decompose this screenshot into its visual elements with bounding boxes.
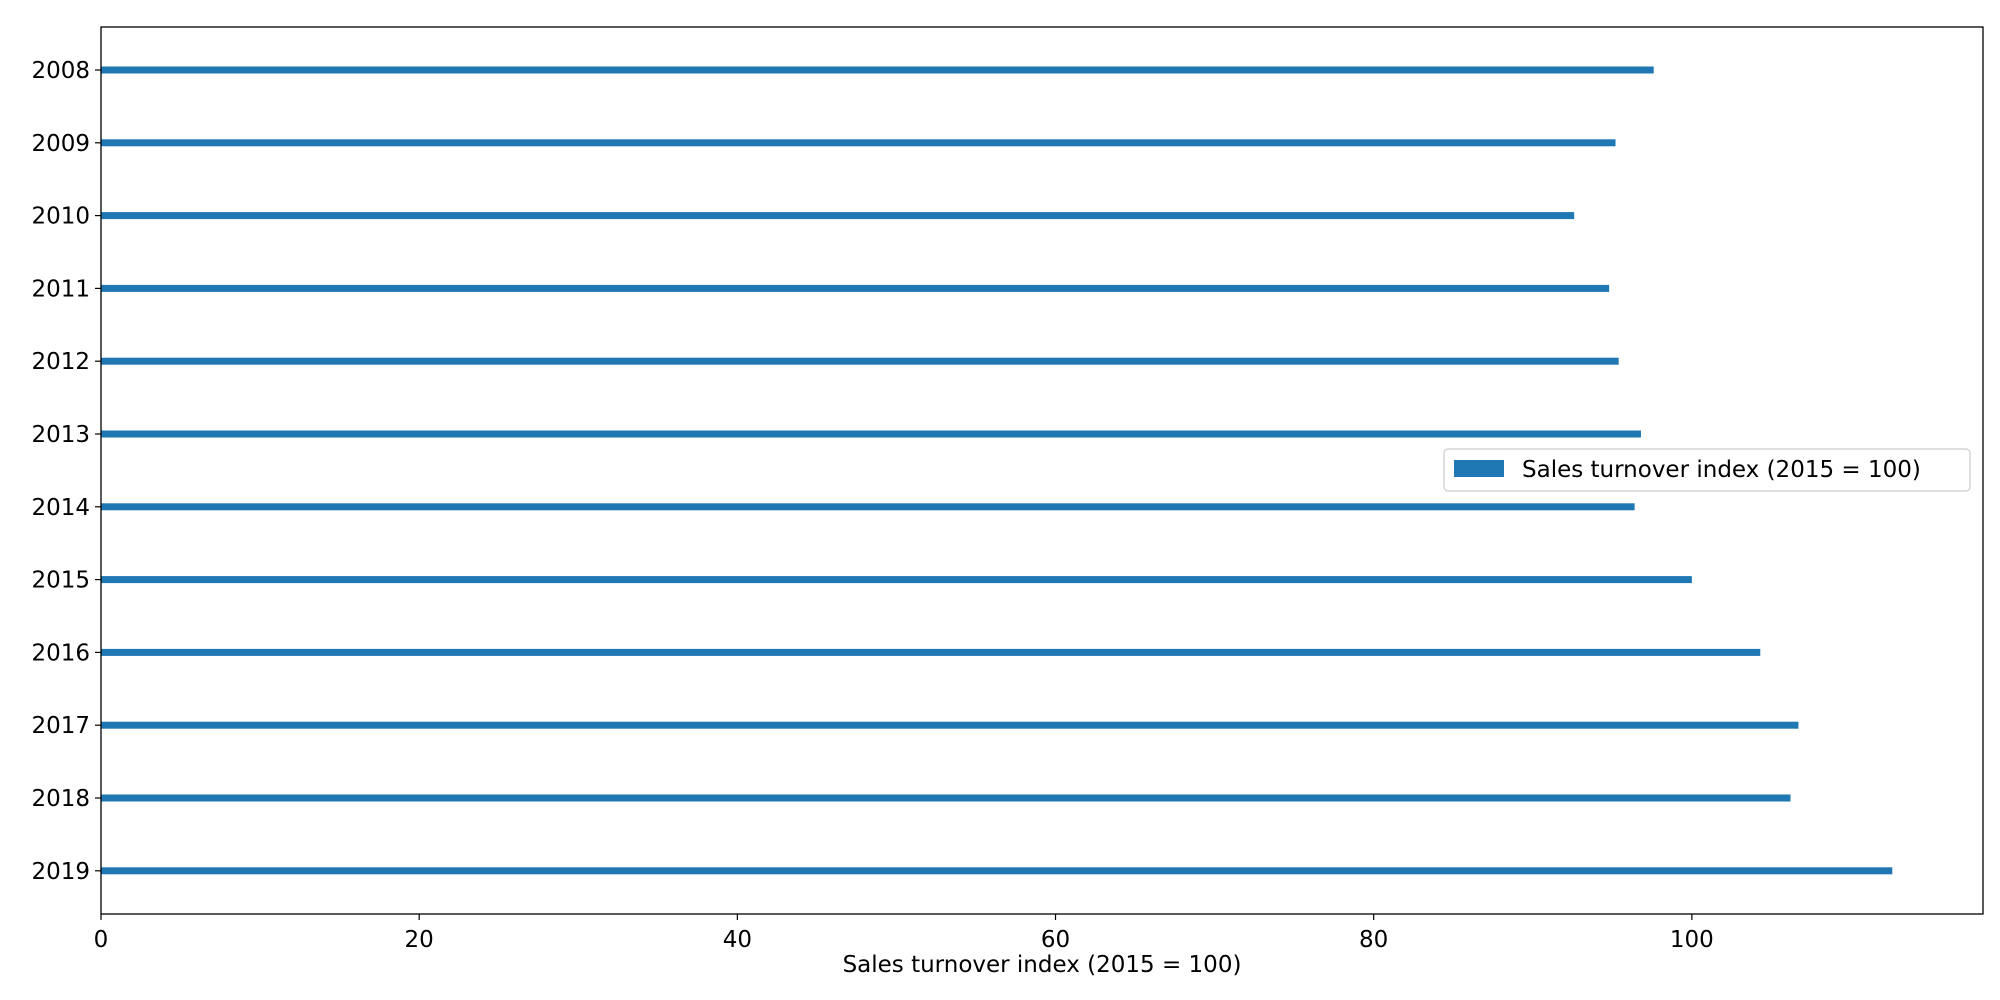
x-tick-label: 0 — [94, 927, 109, 953]
bar-2015 — [101, 576, 1692, 584]
bar-2010 — [101, 212, 1575, 220]
x-axis: 0 20 40 60 80 100 — [94, 914, 1714, 953]
y-axis: 2008 2009 2010 2011 2012 2013 2014 2015 2016 2017… — [31, 58, 101, 885]
y-tick-label: 2013 — [31, 422, 90, 448]
bar-2018 — [101, 794, 1791, 802]
y-tick-label: 2019 — [31, 859, 90, 885]
bar-2009 — [101, 139, 1616, 147]
legend-box — [1443, 448, 1971, 492]
x-tick-label: 80 — [1359, 927, 1388, 953]
y-tick-label: 2012 — [31, 349, 90, 375]
y-tick-label: 2018 — [31, 786, 90, 812]
y-tick-label: 2008 — [31, 58, 90, 84]
x-tick-label: 60 — [1041, 927, 1070, 953]
legend: Sales turnover index (2015 = 100) — [1443, 448, 1971, 492]
legend-label: Sales turnover index (2015 = 100) — [1522, 457, 1921, 483]
bar-2016 — [101, 648, 1761, 656]
x-tick-label: 40 — [723, 927, 752, 953]
bar-2011 — [101, 284, 1610, 292]
y-tick-label: 2017 — [31, 713, 90, 739]
x-axis-title: Sales turnover index (2015 = 100) — [843, 952, 1242, 978]
y-tick-label: 2009 — [31, 131, 90, 157]
bar-2019 — [101, 867, 1893, 875]
y-tick-label: 2014 — [31, 495, 90, 521]
plot-frame — [100, 26, 1984, 915]
x-tick-label: 100 — [1670, 927, 1714, 953]
y-tick-label: 2011 — [31, 276, 90, 302]
y-tick-label: 2010 — [31, 204, 90, 230]
x-tick-label: 20 — [405, 927, 434, 953]
legend-swatch — [1454, 460, 1504, 477]
bars-layer — [101, 66, 1893, 875]
bar-2017 — [101, 721, 1799, 729]
y-tick-label: 2016 — [31, 640, 90, 666]
bar-2013 — [101, 430, 1641, 438]
y-tick-label: 2015 — [31, 568, 90, 594]
bar-2012 — [101, 357, 1619, 365]
bar-2014 — [101, 503, 1635, 511]
bar-2008 — [101, 66, 1654, 74]
